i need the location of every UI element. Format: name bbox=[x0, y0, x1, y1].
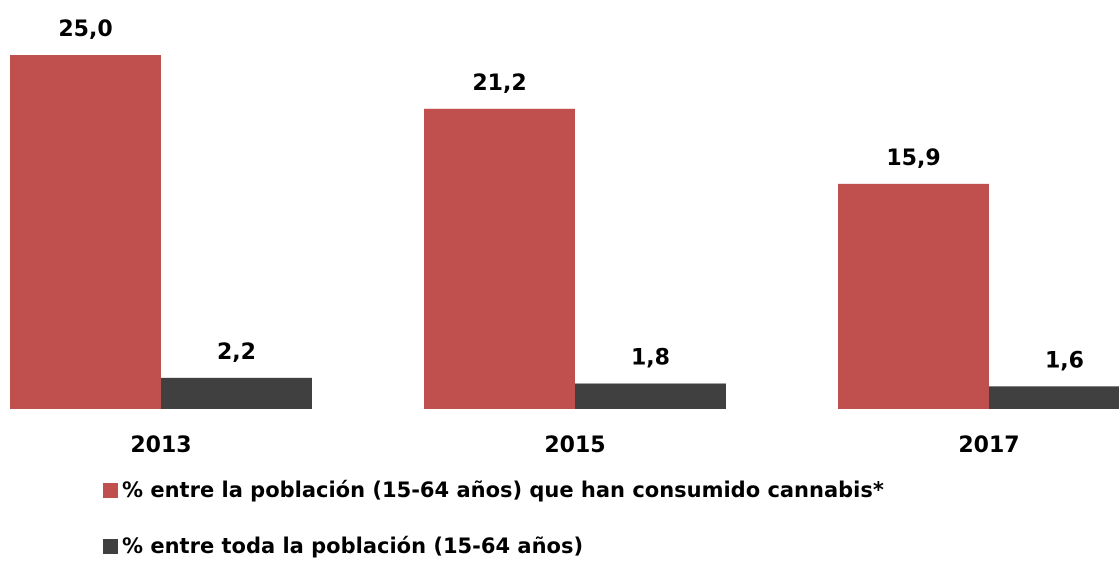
data-label: 21,2 bbox=[472, 71, 526, 96]
x-tick-label: 2013 bbox=[130, 433, 191, 458]
bar bbox=[424, 108, 575, 410]
legend-swatch bbox=[103, 539, 118, 554]
bar bbox=[989, 386, 1119, 409]
data-label: 1,6 bbox=[1045, 348, 1084, 373]
legend-label: % entre la población (15-64 años) que ha… bbox=[122, 478, 884, 502]
legend-swatch bbox=[103, 483, 118, 498]
x-tick-label: 2017 bbox=[958, 433, 1019, 458]
data-label: 2,2 bbox=[217, 340, 256, 365]
data-label: 1,8 bbox=[631, 346, 670, 371]
bar bbox=[838, 183, 989, 409]
data-label: 25,0 bbox=[58, 17, 112, 42]
x-tick-label: 2015 bbox=[544, 433, 605, 458]
bar bbox=[161, 377, 312, 409]
data-label: 15,9 bbox=[886, 146, 940, 171]
bar bbox=[575, 383, 726, 409]
bar bbox=[10, 55, 161, 409]
legend-label: % entre toda la población (15-64 años) bbox=[122, 534, 583, 558]
